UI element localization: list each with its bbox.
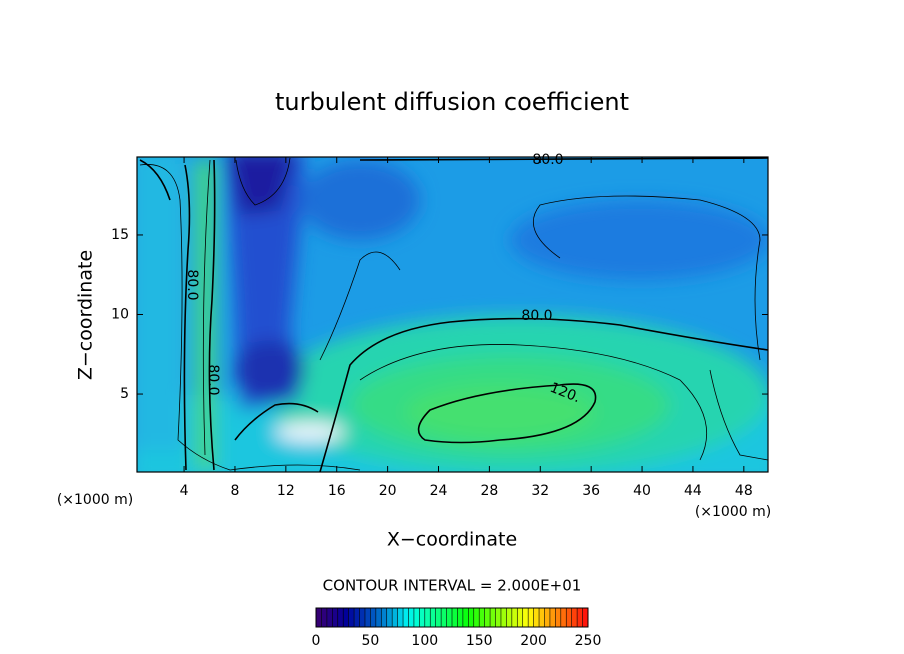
colorbar-swatch [473,608,480,627]
x-axis-label: X−coordinate [387,529,517,551]
colorbar-swatch [484,608,491,627]
colorbar-swatch [435,608,442,627]
colorbar-swatch [419,608,425,627]
colorbar-swatch [403,608,409,627]
colorbar-swatch [343,608,349,627]
colorbar-swatch [577,608,583,627]
colorbar-swatch [386,608,393,627]
colorbar-swatch [555,608,561,627]
colorbar-swatch [332,608,338,627]
x-tick-label: 28 [480,483,498,499]
contour-interval: CONTOUR INTERVAL = 2.000E+01 [323,577,582,595]
y-tick-label: 15 [111,227,129,243]
colorbar-swatch [571,608,578,627]
colorbar-swatch [364,608,371,627]
chart-title: turbulent diffusion coefficient [275,88,629,116]
colorbar-swatch [326,608,333,627]
colorbar-tick-label: 150 [466,633,493,649]
colorbar-swatch [495,608,501,627]
x-tick-label: 44 [684,483,702,499]
colorbar-swatch [522,608,529,627]
colorbar-swatch [392,608,398,627]
colorbar-swatch [354,608,360,627]
contour-label: 80.0 [521,308,552,324]
y-tick-label: 10 [111,307,129,323]
colorbar-swatch [533,608,540,627]
contour-label: 80.0 [184,269,200,300]
contour-line [208,159,319,471]
colorbar-swatch [560,608,567,627]
x-tick-label: 4 [180,483,189,499]
colorbar-swatch [446,608,452,627]
x-tick-label: 8 [230,483,239,499]
colorbar-swatch [462,608,469,627]
colorbar-swatch [337,608,344,627]
colorbar-swatch [479,608,485,627]
colorbar-swatch [566,608,572,627]
colorbar-swatch [539,608,545,627]
contour-line [319,317,768,472]
colorbar: 0 50 100 150 200 250 [312,607,602,649]
colorbar-swatch [468,608,474,627]
colorbar-swatch [321,608,327,627]
colorbar-swatch [544,608,550,627]
colorbar-swatch [490,608,496,627]
colorbar-swatch [424,608,431,627]
contour-line [359,157,768,161]
colorbar-tick-label: 250 [575,633,602,649]
colorbar-swatch [517,608,523,627]
x-tick-label: 32 [531,483,549,499]
colorbar-swatch [316,608,322,627]
colorbar-swatch [582,608,588,627]
colorbar-swatch [500,608,507,627]
x-tick-label: 48 [735,483,753,499]
colorbar-swatch [549,608,556,627]
colorbar-swatch [511,608,518,627]
x-tick-label: 36 [582,483,600,499]
x-tick-label: 16 [328,483,346,499]
x-tick-label: 12 [277,483,295,499]
colorbar-tick-label: 50 [361,633,379,649]
contour-label: 80.0 [205,364,221,395]
colorbar-swatch [430,608,436,627]
colorbar-swatch [397,608,404,627]
colorbar-tick-label: 0 [312,633,321,649]
colorbar-tick-label: 100 [411,633,438,649]
colorbar-swatch [441,608,447,627]
colorbar-swatch [348,608,355,627]
x-tick-label: 20 [379,483,397,499]
colorbar-swatch [413,608,420,627]
colorbar-swatch [506,608,512,627]
colorbar-swatch [370,608,376,627]
x-unit-label: (×1000 m) [695,504,771,520]
colorbar-swatch [381,608,387,627]
y-axis-label: Z−coordinate [75,250,97,380]
contour-line [417,383,597,444]
colorbar-swatch [375,608,382,627]
colorbar-swatch [452,608,458,627]
colorbar-swatch [528,608,534,627]
contour-line [139,159,191,471]
x-tick-label: 24 [430,483,448,499]
colorbar-swatch [359,608,365,627]
colorbar-swatch [408,608,414,627]
x-tick-label: 40 [633,483,651,499]
colorbar-tick-label: 200 [520,633,547,649]
colorbar-swatch [457,608,463,627]
contour-label: 80.0 [532,152,563,168]
x-unit-label: (×1000 m) [57,492,133,508]
y-tick-label: 5 [120,386,129,402]
colorbar-frame [315,607,589,628]
contour-field [137,157,768,472]
